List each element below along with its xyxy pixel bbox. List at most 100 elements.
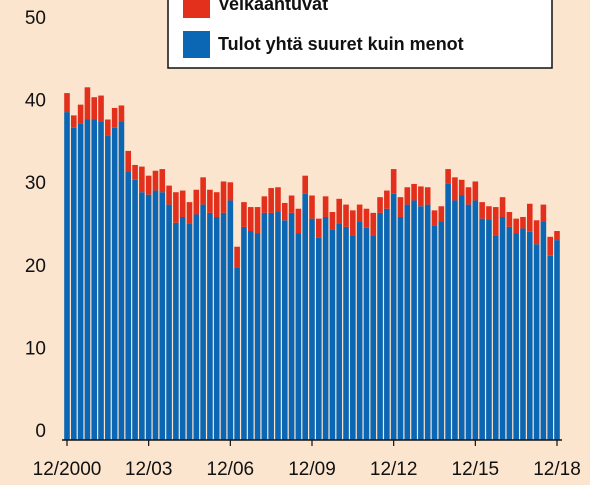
bar-segment	[125, 150, 132, 172]
bar-segment	[526, 231, 533, 440]
bar-segment	[173, 222, 179, 440]
legend-box	[167, 0, 553, 69]
bar-segment	[186, 223, 193, 440]
bar-segment	[397, 197, 404, 217]
bar-segment	[179, 216, 186, 440]
bar-segment	[159, 192, 166, 440]
y-tick-label: 40	[25, 91, 46, 112]
bar-segment	[384, 190, 390, 209]
y-tick-label: 30	[25, 173, 46, 194]
bar-segment	[275, 187, 281, 213]
bar-segment	[247, 231, 254, 440]
bar-segment	[547, 255, 553, 440]
bar-segment	[520, 216, 526, 229]
bar-segment	[390, 193, 397, 440]
x-tick-label: 12/18	[533, 459, 581, 480]
bar-segment	[166, 185, 172, 205]
bar-segment	[424, 204, 431, 440]
bar-segment	[513, 218, 519, 234]
bar-segment	[526, 203, 533, 232]
bar-segment	[118, 121, 125, 441]
bar-segment	[207, 212, 213, 440]
bar-segment	[227, 182, 234, 201]
bar-segment	[71, 127, 77, 440]
bar-segment	[547, 236, 553, 256]
bar-segment	[166, 204, 172, 440]
bar-segment	[145, 175, 152, 195]
bar-segment	[268, 188, 274, 213]
bar-segment	[418, 206, 424, 440]
bar-segment	[77, 104, 84, 124]
bar-segment	[200, 177, 206, 205]
bar-segment	[554, 240, 560, 440]
bar-segment	[322, 216, 329, 440]
bar-segment	[363, 227, 370, 440]
bar-segment	[193, 189, 200, 215]
bar-segment	[316, 218, 322, 238]
bar-segment	[241, 226, 247, 440]
bar-segment	[152, 190, 159, 440]
bar-segment	[499, 197, 506, 217]
bar-segment	[254, 233, 261, 440]
bar-segment	[492, 207, 499, 236]
bar-segment	[350, 210, 356, 236]
y-tick-label: 20	[25, 256, 46, 277]
bar-segment	[533, 220, 540, 245]
bar-segment	[506, 212, 513, 227]
bar-segment	[438, 206, 445, 222]
bar-segment	[336, 198, 343, 224]
bar-segment	[411, 183, 417, 201]
bar-segment	[404, 204, 411, 440]
bar-segment	[227, 200, 234, 440]
bar-segment	[275, 212, 281, 440]
bar-segment	[145, 194, 152, 440]
bar-segment	[295, 233, 302, 440]
bar-segment	[261, 196, 268, 213]
bar-segment	[220, 212, 227, 440]
bar-segment	[540, 204, 547, 222]
bar-segment	[152, 170, 159, 191]
bar-segment	[356, 204, 363, 222]
bar-segment	[241, 202, 247, 227]
bar-segment	[268, 212, 274, 440]
bar-segment	[431, 210, 438, 226]
bar-segment	[186, 202, 193, 224]
bar-segment	[343, 226, 349, 440]
bar-segment	[213, 192, 220, 217]
bar-segment	[370, 235, 377, 440]
bar-segment	[479, 202, 485, 219]
bar-segment	[356, 221, 363, 440]
x-tick-label: 12/09	[288, 459, 336, 480]
bar-segment	[506, 226, 513, 440]
bar-segment	[98, 121, 104, 440]
bar-segment	[465, 187, 472, 205]
x-tick-label: 12/2000	[33, 459, 102, 480]
bar-segment	[302, 175, 308, 194]
bar-segment	[404, 187, 411, 205]
bar-segment	[479, 218, 485, 440]
legend-swatch	[183, 31, 210, 58]
bar-segment	[431, 225, 438, 440]
bar-segment	[540, 221, 547, 440]
bar-segment	[132, 164, 138, 180]
y-tick-label: 0	[35, 421, 46, 442]
bar-segment	[64, 112, 70, 440]
bar-segment	[486, 219, 492, 440]
bar-segment	[302, 193, 308, 440]
bar-segment	[458, 179, 465, 196]
bar-segment	[370, 212, 377, 236]
bar-segment	[179, 190, 186, 217]
bar-segment	[64, 93, 70, 113]
bar-segment	[111, 107, 118, 128]
bar-segment	[520, 228, 526, 440]
legend-label: Velkaantuvat	[218, 0, 328, 14]
x-tick-label: 12/03	[125, 459, 173, 480]
y-tick-label: 10	[25, 338, 46, 359]
bar-segment	[159, 169, 166, 193]
bar-segment	[316, 237, 322, 440]
legend-label: Tulot yhtä suuret kuin menot	[218, 34, 464, 54]
bar-segment	[234, 246, 240, 268]
bar-segment	[377, 212, 383, 440]
y-tick-label: 50	[25, 8, 46, 29]
